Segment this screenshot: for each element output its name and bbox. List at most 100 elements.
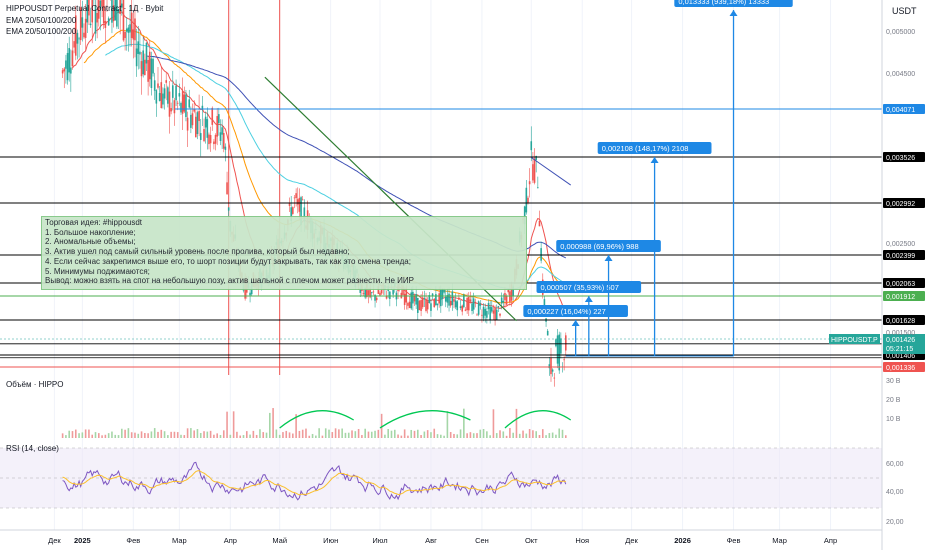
- rsi-pane-title[interactable]: RSI (14, close): [6, 444, 59, 453]
- level-price-tag[interactable]: [883, 291, 925, 301]
- candle-body: [79, 7, 82, 41]
- target-arrows[interactable]: 0,000227 (16,04%) 227 0,000507 (35,93%) 5…: [523, 0, 793, 357]
- candle-body: [415, 294, 417, 305]
- volume-bar: [150, 431, 153, 438]
- volume-bar: [236, 431, 238, 438]
- volume-bar: [265, 432, 268, 438]
- volume-bar: [433, 428, 436, 438]
- level-price-tag[interactable]: [883, 362, 925, 372]
- target-label-box[interactable]: [556, 240, 661, 252]
- volume-tick-label: 10 B: [886, 416, 901, 423]
- price-axis[interactable]: 0,005000 0,004500 0,002500 0,001500 30 B 20 B…: [881, 0, 915, 550]
- level-price-tag[interactable]: [883, 152, 925, 162]
- trade-idea-note[interactable]: Торговая идея: #hippousdt 1. Большое нак…: [41, 216, 527, 290]
- candle-body: [86, 0, 89, 23]
- candle-body: [224, 146, 227, 150]
- volume-bar: [443, 435, 445, 438]
- target-label-box[interactable]: [674, 0, 793, 7]
- volume-arc[interactable]: [504, 410, 572, 429]
- candle-body: [463, 294, 465, 308]
- candle-body: [298, 197, 301, 212]
- candle-body: [206, 119, 209, 138]
- candle-body: [359, 287, 362, 293]
- volume-bar: [219, 435, 222, 438]
- candle-body: [125, 28, 128, 32]
- candle-body: [117, 9, 120, 13]
- symbol-tag[interactable]: [829, 334, 880, 344]
- target-label-box[interactable]: [597, 142, 712, 154]
- candle-body: [500, 297, 503, 304]
- target-label-box[interactable]: [523, 305, 628, 317]
- candle-body: [471, 303, 473, 312]
- candle-body: [535, 155, 537, 160]
- volume-bar: [380, 413, 383, 438]
- idea-line: 5. Минимумы поджимаются;: [45, 266, 150, 276]
- rsi-ma-line: [62, 470, 566, 496]
- candle-body: [362, 293, 365, 294]
- volume-bar: [423, 431, 426, 438]
- candle-body: [528, 181, 531, 185]
- volume-pane-title[interactable]: Объём · HIPPO: [6, 380, 64, 389]
- candle-body: [482, 306, 485, 319]
- candle-body: [112, 5, 115, 22]
- volume-bar: [88, 429, 90, 438]
- candle-body: [458, 297, 460, 300]
- currency-label[interactable]: USDT: [892, 6, 917, 16]
- time-tick-label: 2026: [674, 536, 691, 545]
- candle-body: [466, 297, 468, 311]
- last-price-tag[interactable]: [883, 334, 925, 354]
- candle-body: [418, 300, 421, 311]
- candle-body: [467, 296, 470, 311]
- candle-body: [421, 297, 424, 308]
- candle-body: [88, 0, 90, 16]
- candle-body: [523, 206, 526, 225]
- candle-body: [124, 31, 126, 39]
- candle-body: [191, 113, 194, 126]
- ema-legend-1[interactable]: EMA 20/50/100/200: [6, 16, 77, 25]
- level-price-text: 0,001336: [886, 365, 915, 372]
- volume-bar: [561, 429, 564, 438]
- level-price-tag[interactable]: [883, 278, 925, 288]
- volume-arc[interactable]: [379, 410, 471, 429]
- time-axis[interactable]: Дек 2025 Фев Мар Апр Май Июн Июл Авг Сен Окт Ноя Дек…: [0, 529, 882, 545]
- candle-body: [203, 129, 205, 142]
- candle-body: [430, 303, 432, 311]
- volume-bar: [84, 429, 87, 438]
- candle-body: [555, 339, 557, 347]
- volume-bar: [384, 434, 386, 438]
- volume-bar: [407, 435, 409, 438]
- candle-body: [96, 12, 98, 23]
- volume-bar: [147, 433, 149, 438]
- volume-bar: [104, 434, 107, 438]
- time-tick-label: Апр: [224, 536, 237, 545]
- candle-body: [83, 32, 85, 38]
- idea-line: Вывод: можно взять на спот на небольшую …: [45, 276, 414, 286]
- target-label-text: 0,002108 (148,17%) 2108: [602, 144, 689, 153]
- time-tick-label: Авг: [425, 536, 437, 545]
- volume-bar: [298, 430, 301, 438]
- candle-body: [185, 94, 187, 118]
- candle-body: [226, 182, 228, 195]
- level-price-text: 0,001406: [886, 353, 915, 360]
- level-price-tag[interactable]: [883, 104, 925, 114]
- candle-body: [389, 291, 391, 299]
- volume-arc[interactable]: [279, 410, 355, 429]
- volume-bar: [525, 433, 528, 438]
- volume-bar: [144, 432, 146, 438]
- level-price-tag[interactable]: [883, 315, 925, 325]
- level-price-tag[interactable]: [883, 198, 925, 208]
- candle-body: [431, 293, 434, 296]
- volume-bar: [196, 429, 199, 438]
- volume-arcs[interactable]: [279, 410, 572, 429]
- level-price-tag[interactable]: [883, 250, 925, 260]
- volume-bar: [74, 429, 77, 438]
- candle-body: [71, 50, 74, 67]
- target-label-box[interactable]: [536, 281, 642, 293]
- volume-bar: [285, 430, 288, 438]
- volume-bar: [124, 429, 126, 438]
- ema-legend-2[interactable]: EMA 20/50/100/200: [6, 27, 77, 36]
- volume-bar: [413, 430, 416, 438]
- candle-body: [426, 301, 429, 310]
- price-tick-label: 0,002500: [886, 241, 915, 248]
